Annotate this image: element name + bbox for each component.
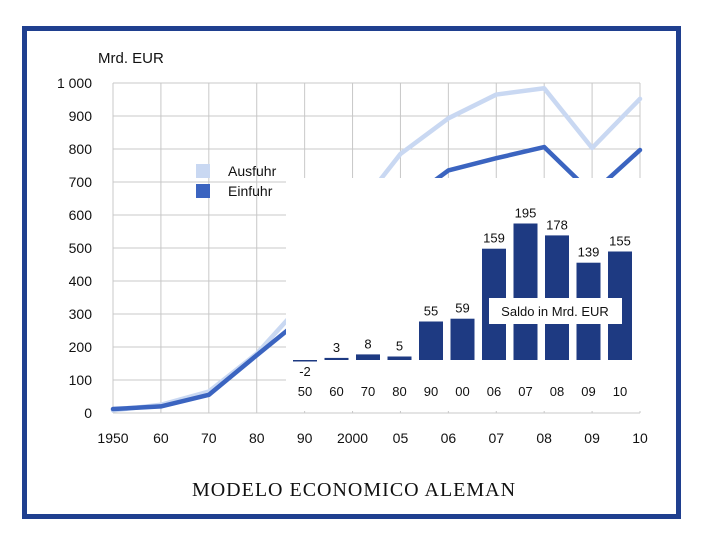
saldo-category-label: 09 bbox=[581, 384, 595, 399]
saldo-category-label: 50 bbox=[298, 384, 312, 399]
page-caption: MODELO ECONOMICO ALEMAN bbox=[191, 479, 517, 501]
saldo-category-label: 00 bbox=[455, 384, 469, 399]
legend-label-ausfuhr: Ausfuhr bbox=[228, 163, 277, 179]
inset-title: Saldo in Mrd. EUR bbox=[501, 304, 609, 319]
legend-swatch-ausfuhr bbox=[196, 164, 210, 178]
y-axis-unit-label: Mrd. EUR bbox=[98, 50, 164, 67]
y-tick-label: 900 bbox=[69, 108, 93, 124]
saldo-value-label: 155 bbox=[609, 234, 631, 249]
saldo-bar bbox=[450, 318, 475, 360]
x-tick-label: 80 bbox=[249, 430, 265, 446]
saldo-bar bbox=[513, 223, 538, 360]
saldo-category-label: 70 bbox=[361, 384, 375, 399]
saldo-value-label: 178 bbox=[546, 217, 568, 232]
y-tick-label: 800 bbox=[69, 141, 93, 157]
x-tick-label: 90 bbox=[297, 430, 313, 446]
saldo-bar bbox=[356, 354, 380, 360]
y-tick-label: 500 bbox=[69, 240, 93, 256]
y-tick-label: 300 bbox=[69, 306, 93, 322]
saldo-bar bbox=[293, 360, 317, 362]
saldo-category-label: 80 bbox=[392, 384, 406, 399]
y-tick-label: 0 bbox=[84, 405, 92, 421]
y-tick-label: 400 bbox=[69, 273, 93, 289]
x-tick-label: 1950 bbox=[97, 430, 128, 446]
saldo-value-label: 159 bbox=[483, 231, 505, 246]
inset-title-box bbox=[489, 298, 622, 324]
legend: Ausfuhr Einfuhr bbox=[196, 163, 277, 199]
saldo-value-label: 195 bbox=[515, 206, 537, 221]
y-tick-label: 100 bbox=[69, 372, 93, 388]
legend-swatch-einfuhr bbox=[196, 184, 210, 198]
saldo-category-label: 90 bbox=[424, 384, 438, 399]
saldo-value-label: 3 bbox=[333, 340, 340, 355]
saldo-value-label: 55 bbox=[424, 304, 438, 319]
saldo-category-label: 08 bbox=[550, 384, 564, 399]
x-tick-label: 60 bbox=[153, 430, 169, 446]
x-tick-label: 08 bbox=[536, 430, 552, 446]
saldo-category-label: 07 bbox=[518, 384, 532, 399]
y-tick-label: 700 bbox=[69, 174, 93, 190]
saldo-bar bbox=[545, 235, 569, 360]
saldo-category-label: 60 bbox=[329, 384, 343, 399]
x-tick-label: 09 bbox=[584, 430, 600, 446]
saldo-category-label: 06 bbox=[487, 384, 501, 399]
y-tick-label: 600 bbox=[69, 207, 93, 223]
saldo-value-label: 139 bbox=[578, 245, 600, 260]
legend-label-einfuhr: Einfuhr bbox=[228, 183, 273, 199]
saldo-bar bbox=[419, 321, 443, 360]
saldo-value-label: 5 bbox=[396, 339, 403, 354]
saldo-category-label: 10 bbox=[613, 384, 627, 399]
saldo-bar bbox=[324, 357, 349, 360]
saldo-value-label: -2 bbox=[299, 364, 311, 379]
x-tick-label: 07 bbox=[488, 430, 504, 446]
x-tick-label: 06 bbox=[441, 430, 457, 446]
x-tick-label: 70 bbox=[201, 430, 217, 446]
y-tick-label: 1 000 bbox=[57, 75, 92, 91]
saldo-inset-chart: -2 50 3 60 8 70 5 80 55 90 59 00 159 06 195 07 178 08 139 0… bbox=[286, 178, 642, 411]
y-tick-label: 200 bbox=[69, 339, 93, 355]
x-tick-label: 05 bbox=[393, 430, 409, 446]
x-tick-label: 2000 bbox=[337, 430, 368, 446]
saldo-value-label: 59 bbox=[455, 301, 469, 316]
saldo-bar bbox=[387, 356, 412, 360]
saldo-value-label: 8 bbox=[364, 336, 371, 351]
x-tick-label: 10 bbox=[632, 430, 648, 446]
